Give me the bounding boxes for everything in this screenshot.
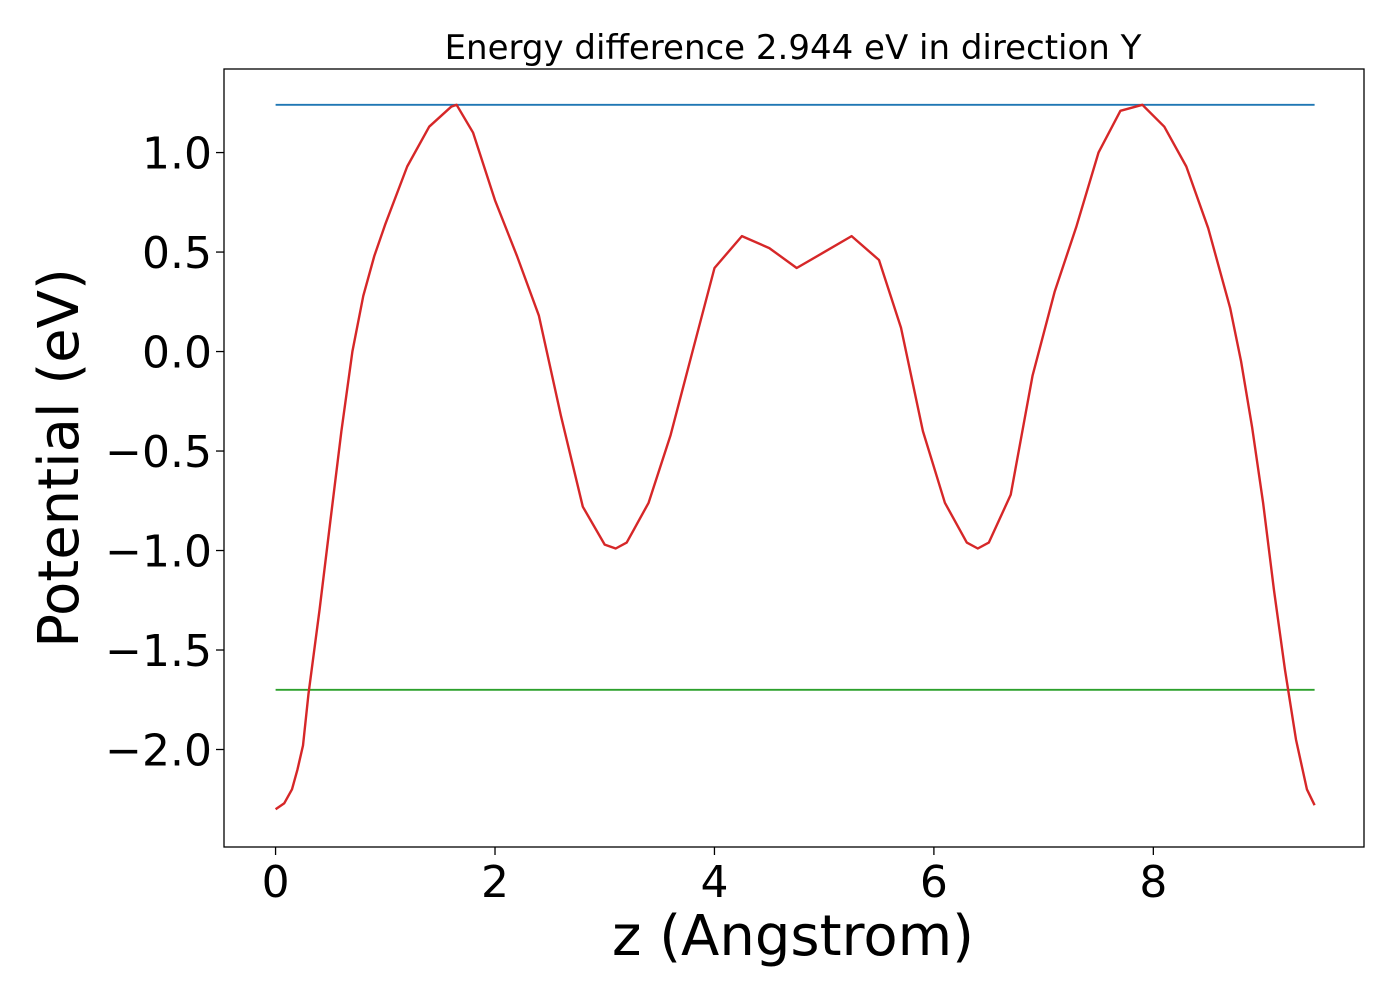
y-tick-label: −1.0 <box>105 527 212 578</box>
series-layer <box>274 103 1316 811</box>
y-axis-label: Potential (eV) <box>27 268 92 648</box>
x-axis-ticks: 0 2 4 6 8 <box>262 847 1167 908</box>
y-tick-label: −1.5 <box>105 626 212 677</box>
x-tick-label: 2 <box>481 857 509 908</box>
plot-frame <box>223 68 1365 848</box>
chart-title: Energy difference 2.944 eV in direction … <box>445 28 1142 68</box>
y-axis-ticks: −2.0 −1.5 −1.0 −0.5 0.0 0.5 1.0 <box>105 129 224 777</box>
y-tick-label: 1.0 <box>142 129 212 180</box>
x-tick-label: 6 <box>920 857 948 908</box>
x-tick-label: 0 <box>262 857 290 908</box>
y-tick-label: 0.0 <box>142 328 212 379</box>
series-line-0 <box>274 103 1316 811</box>
y-tick-label: 0.5 <box>142 228 212 279</box>
plot-area <box>223 68 1365 848</box>
y-tick-label: −2.0 <box>105 726 212 777</box>
x-tick-label: 4 <box>700 857 728 908</box>
x-axis-label: z (Angstrom) <box>612 904 974 969</box>
y-tick-label: −0.5 <box>105 427 212 478</box>
x-tick-label: 8 <box>1139 857 1167 908</box>
